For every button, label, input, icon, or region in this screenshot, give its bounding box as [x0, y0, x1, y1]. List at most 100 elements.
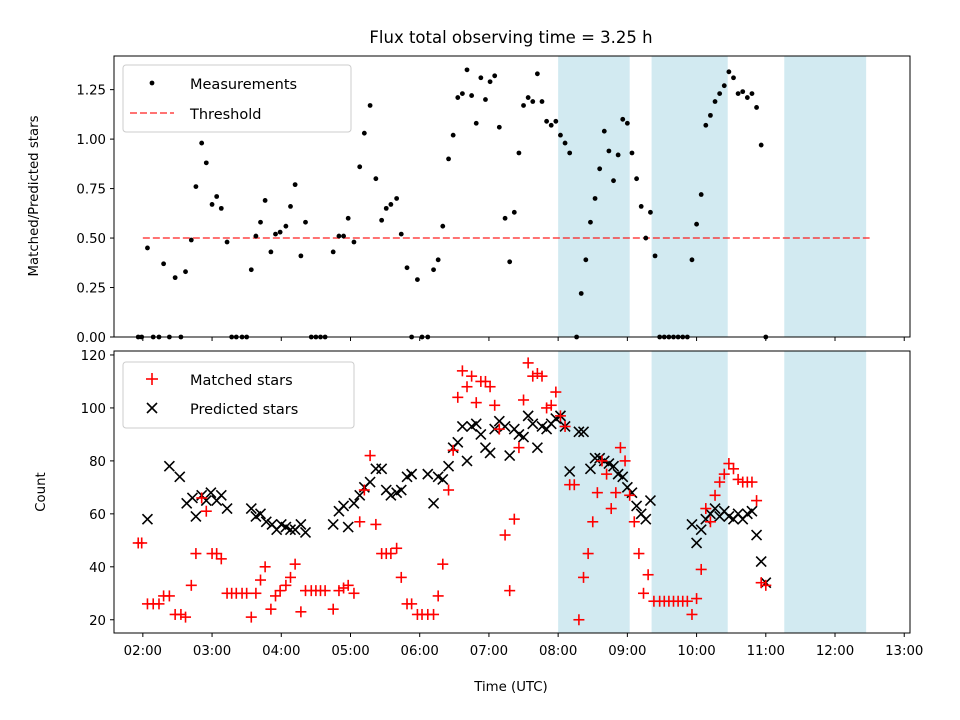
- measurement-point: [496, 124, 502, 130]
- measurement-point: [435, 257, 441, 263]
- legend-label-threshold: Threshold: [189, 107, 261, 123]
- matched-stars-point: [437, 558, 449, 570]
- matched-stars-point: [591, 487, 603, 499]
- matched-stars-point: [704, 516, 716, 528]
- matched-stars-point: [709, 489, 721, 501]
- measurement-point: [754, 105, 759, 110]
- measurement-point: [292, 182, 298, 188]
- measurement-point: [726, 69, 732, 75]
- x-tick-label: 09:00: [608, 644, 646, 659]
- matched-stars-point: [280, 579, 292, 591]
- x-tick-label: 03:00: [193, 644, 231, 659]
- matched-stars-point: [484, 381, 496, 393]
- predicted-stars-point: [484, 447, 496, 459]
- predicted-stars-point: [364, 476, 376, 488]
- measurement-point: [336, 233, 342, 239]
- matched-stars-point: [536, 370, 548, 382]
- bottom-plot-frame: [113, 350, 911, 634]
- legend-label-measurements: Measurements: [190, 77, 297, 93]
- matched-stars-point: [700, 503, 712, 515]
- measurement-point: [262, 198, 268, 203]
- legend-marker-measurements: [149, 80, 155, 86]
- top-legend: Measurements Threshold: [122, 64, 352, 133]
- measurement-point: [548, 122, 554, 128]
- matched-stars-point: [447, 444, 459, 456]
- bottom-shaded-interval-1: [651, 351, 728, 633]
- measurement-point: [345, 215, 351, 221]
- predicted-stars-point: [573, 426, 585, 438]
- measurement-point: [698, 192, 704, 197]
- measurement-point: [253, 233, 259, 239]
- matched-stars-point: [466, 370, 478, 382]
- predicted-stars-point: [299, 526, 312, 538]
- matched-stars-point: [541, 402, 553, 414]
- predicted-stars-point: [284, 524, 297, 536]
- matched-stars-point: [508, 513, 520, 525]
- measurement-point: [567, 150, 573, 156]
- measurement-point: [525, 95, 531, 100]
- measurement-point: [534, 71, 540, 77]
- matched-stars-point: [163, 590, 175, 602]
- predicted-stars-point: [499, 420, 511, 433]
- measurement-point: [558, 132, 563, 138]
- matched-stars-point: [456, 365, 468, 377]
- predicted-stars-point: [584, 463, 597, 475]
- matched-stars-point: [338, 582, 350, 594]
- matched-stars-point: [642, 569, 654, 581]
- matched-stars-point: [614, 442, 626, 454]
- matched-stars-point: [270, 590, 282, 602]
- predicted-stars-point: [475, 428, 487, 440]
- predicted-stars-point: [174, 471, 186, 483]
- matched-stars-point: [691, 593, 703, 605]
- measurement-point: [492, 73, 498, 79]
- matched-stars-point: [274, 585, 286, 597]
- predicted-stars-point: [385, 489, 397, 501]
- measurement-point: [440, 223, 446, 229]
- matched-stars-point: [718, 468, 730, 480]
- matched-stars-point: [746, 476, 758, 488]
- top-y-tick-label: 0.25: [76, 282, 106, 297]
- predicted-stars-point: [190, 510, 202, 523]
- measurement-point: [161, 261, 167, 267]
- measurement-point: [209, 202, 215, 207]
- matched-stars-point: [428, 608, 440, 620]
- measurement-point: [643, 235, 649, 241]
- measurement-point: [487, 79, 493, 85]
- predicted-stars-point: [295, 518, 307, 531]
- x-tick-label: 11:00: [747, 644, 785, 659]
- matched-stars-point: [559, 420, 571, 432]
- predicted-stars-point: [686, 518, 698, 531]
- bottom-y-tick-label: 100: [81, 402, 106, 417]
- matched-stars-point: [714, 476, 726, 488]
- top-y-axis-label: Matched/Predicted stars: [27, 115, 42, 276]
- matched-stars-point: [527, 370, 539, 382]
- measurement-point: [507, 259, 513, 265]
- matched-stars-point: [432, 590, 444, 602]
- bottom-y-axis-label: Count: [34, 472, 49, 512]
- matched-stars-point: [391, 542, 403, 554]
- measurement-point: [652, 253, 658, 259]
- matched-stars-point: [686, 608, 698, 620]
- matched-stars-point: [596, 455, 608, 467]
- matched-stars-point: [628, 516, 640, 528]
- measurement-point: [464, 67, 470, 73]
- measurement-point: [268, 249, 274, 255]
- matched-stars-point: [582, 548, 594, 560]
- matched-stars-point: [190, 548, 202, 560]
- measurement-point: [431, 267, 436, 273]
- measurement-point: [303, 219, 308, 225]
- matched-stars-point: [723, 458, 735, 470]
- matched-stars-point: [479, 375, 491, 387]
- matched-stars-point: [358, 484, 370, 496]
- matched-stars-point: [370, 518, 382, 530]
- predicted-stars-point: [709, 502, 721, 515]
- measurement-point: [351, 239, 357, 245]
- measurement-point: [469, 93, 475, 98]
- measurement-point: [415, 277, 420, 283]
- matched-stars-point: [215, 553, 227, 565]
- predicted-stars-point: [327, 518, 339, 531]
- measurement-point: [740, 89, 746, 95]
- matched-stars-point: [610, 487, 622, 499]
- measurement-point: [689, 257, 695, 263]
- measurement-point: [717, 91, 723, 96]
